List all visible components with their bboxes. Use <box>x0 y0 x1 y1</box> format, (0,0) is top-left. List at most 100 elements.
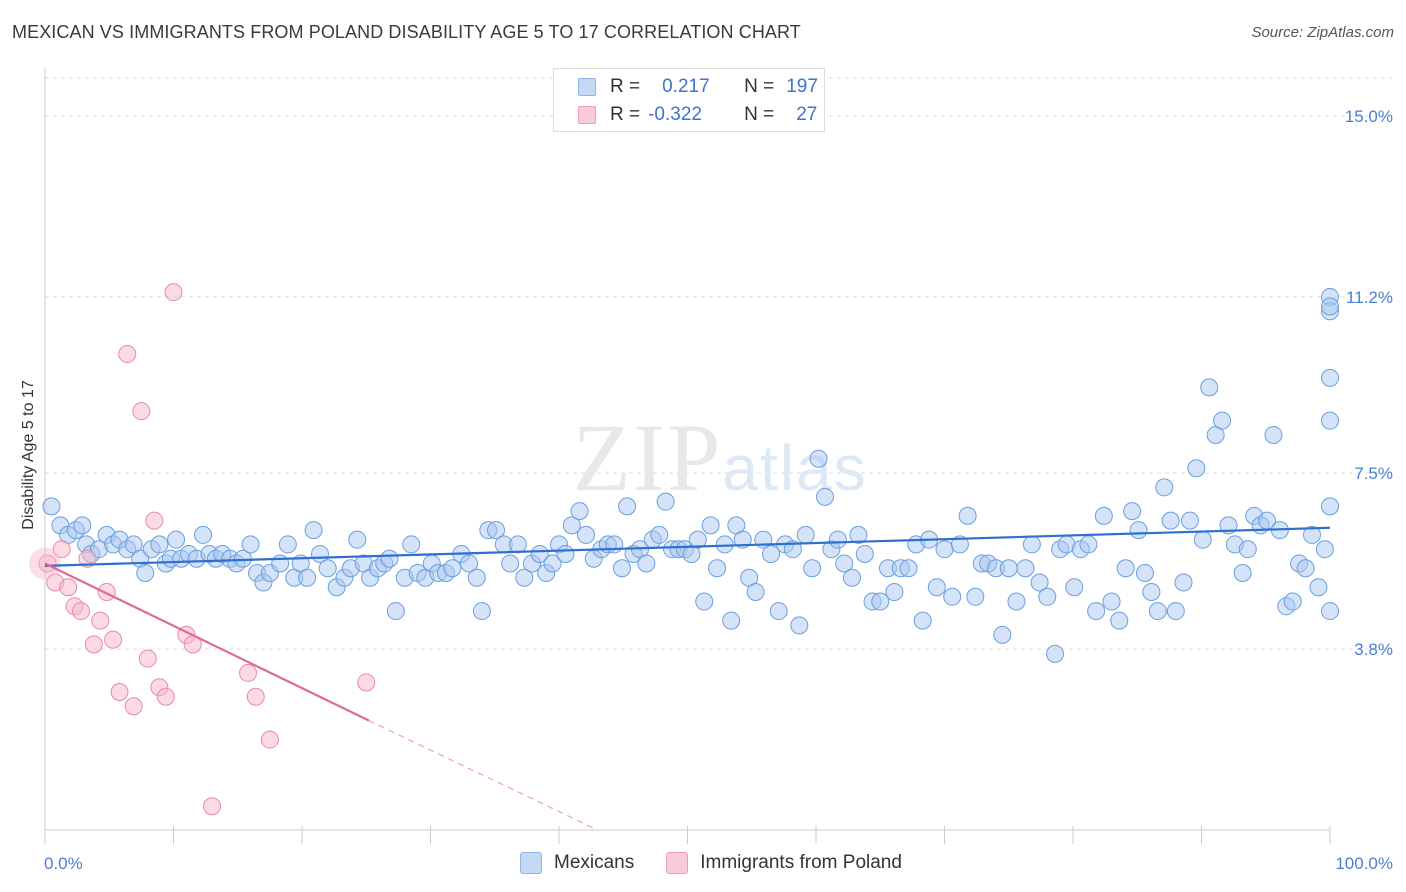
mexicans-point <box>1079 535 1098 554</box>
mexicans-point <box>1148 602 1167 621</box>
mexicans-point <box>1200 378 1219 397</box>
legend-label-mexicans: Mexicans <box>554 852 635 873</box>
poland-point <box>71 602 90 621</box>
mexicans-point <box>1129 521 1148 540</box>
mexicans-point <box>241 535 260 554</box>
mexicans-point <box>1038 587 1057 606</box>
y-tick-label: 11.2% <box>1346 288 1393 307</box>
mexicans-point <box>762 544 781 563</box>
mexicans-point <box>1166 602 1185 621</box>
poland-point <box>246 687 265 706</box>
mexicans-point <box>1094 506 1113 525</box>
mexicans-point <box>769 602 788 621</box>
mexicans-point <box>1303 525 1322 544</box>
mexicans-point <box>1321 368 1339 387</box>
mexicans-trend-line <box>44 526 1331 567</box>
r-value: -0.322 <box>648 104 702 125</box>
mexicans-point <box>136 563 155 582</box>
legend-label-poland: Immigrants from Poland <box>700 852 902 873</box>
y-tick-label: 15.0% <box>1345 107 1393 126</box>
mexicans-point <box>790 616 809 635</box>
legend-row-mexicans: R = 0.217 N = 197 <box>554 73 818 101</box>
mexicans-point <box>1180 511 1199 530</box>
poland-point <box>104 630 123 649</box>
poland-point <box>91 611 110 630</box>
y-tick-label: 3.8% <box>1354 640 1393 659</box>
mexicans-point <box>828 530 847 549</box>
poland-point <box>357 673 376 692</box>
poland-point <box>110 682 129 701</box>
mexicans-point <box>605 535 624 554</box>
poland-point <box>118 345 137 364</box>
n-value: 27 <box>796 104 818 125</box>
mexicans-point <box>1030 573 1049 592</box>
mexicans-point <box>562 516 581 535</box>
poland-point <box>132 402 151 421</box>
mexicans-point <box>783 540 802 559</box>
series-legend: Mexicans Immigrants from Poland <box>520 852 934 874</box>
mexicans-point <box>943 587 962 606</box>
mexicans-points <box>42 287 1339 663</box>
mexicans-point <box>318 559 337 578</box>
mexicans-point <box>278 535 297 554</box>
mexicans-point <box>386 602 405 621</box>
mexicans-point <box>855 544 874 563</box>
mexicans-point <box>1296 559 1315 578</box>
mexicans-point <box>1233 563 1252 582</box>
mexicans-point <box>815 487 834 506</box>
mexicans-point <box>1187 459 1206 478</box>
axes <box>44 68 1331 844</box>
poland-trend-extension <box>368 719 598 831</box>
mexicans-point <box>1155 478 1174 497</box>
legend-item-mexicans: Mexicans <box>520 852 634 874</box>
mexicans-point <box>1046 644 1065 663</box>
mexicans-point <box>885 583 904 602</box>
poland-point <box>145 511 164 530</box>
mexicans-point <box>935 540 954 559</box>
mexicans-point <box>803 559 822 578</box>
r-label: R = <box>610 104 641 125</box>
x-tick-label: 0.0% <box>44 854 83 873</box>
mexicans-point <box>508 535 527 554</box>
poland-point <box>59 578 78 597</box>
mexicans-point <box>927 578 946 597</box>
n-value: 197 <box>786 76 818 97</box>
mexicans-point <box>1321 297 1339 316</box>
mexicans-point <box>701 516 720 535</box>
legend-swatch-poland <box>578 106 596 124</box>
mexicans-point <box>304 521 323 540</box>
mexicans-point <box>1007 592 1026 611</box>
mexicans-point <box>1161 511 1180 530</box>
x-tick-label: 100.0% <box>1335 854 1393 873</box>
n-label: N = <box>744 76 775 97</box>
mexicans-point <box>695 592 714 611</box>
mexicans-point <box>1116 559 1135 578</box>
mexicans-point <box>650 525 669 544</box>
mexicans-point <box>1321 497 1339 516</box>
mexicans-point <box>1238 540 1257 559</box>
mexicans-point <box>999 559 1018 578</box>
mexicans-point <box>472 602 491 621</box>
mexicans-point <box>348 530 367 549</box>
mexicans-point <box>487 521 506 540</box>
mexicans-point <box>167 530 186 549</box>
mexicans-point <box>618 497 637 516</box>
mexicans-point <box>796 525 815 544</box>
mexicans-point <box>1102 592 1121 611</box>
correlation-legend: R = 0.217 N = 197 R = -0.322 N = 27 <box>553 68 825 132</box>
legend-swatch-mexicans <box>520 852 542 874</box>
watermark: ZIPatlas <box>572 404 867 511</box>
mexicans-point <box>849 525 868 544</box>
mexicans-point <box>835 554 854 573</box>
mexicans-point <box>194 525 213 544</box>
poland-point <box>84 635 103 654</box>
mexicans-point <box>150 535 169 554</box>
mexicans-point <box>966 587 985 606</box>
mexicans-point <box>1016 559 1035 578</box>
mexicans-point <box>722 611 741 630</box>
mexicans-point <box>1315 540 1334 559</box>
mexicans-point <box>913 611 932 630</box>
mexicans-point <box>899 559 918 578</box>
legend-item-poland: Immigrants from Poland <box>666 852 902 874</box>
